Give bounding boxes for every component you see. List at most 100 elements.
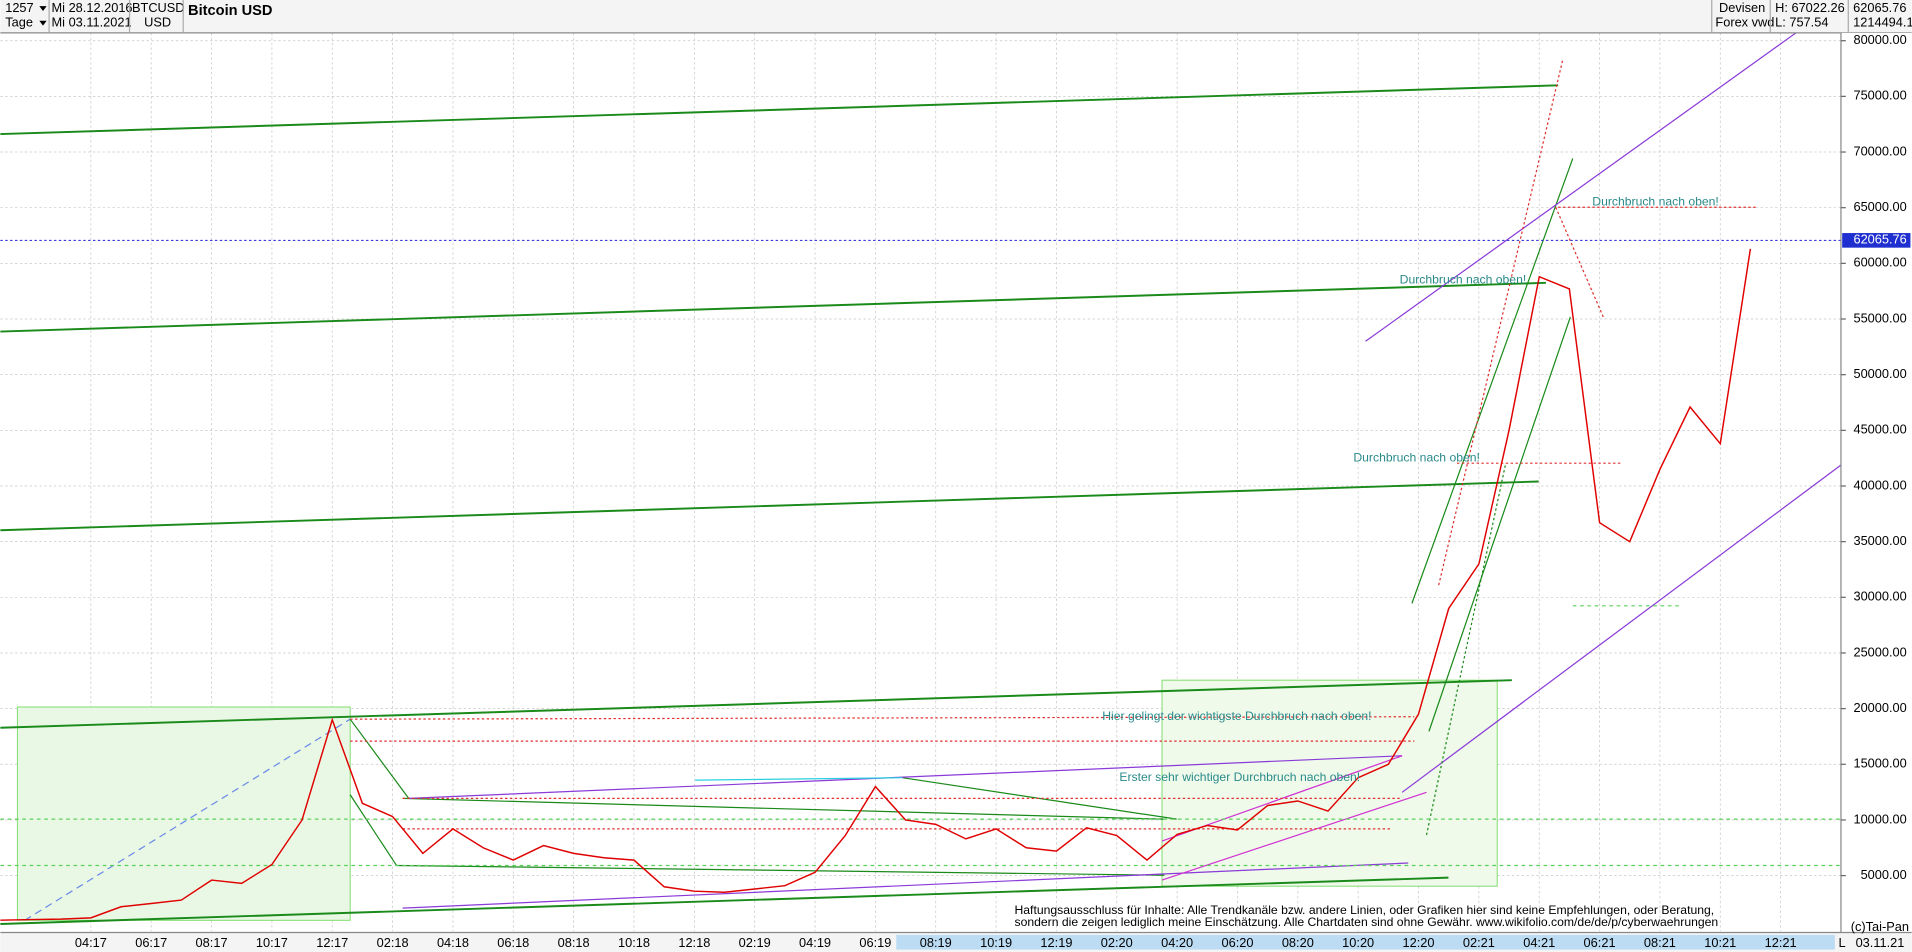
- y-tick-label: 65000.00: [1853, 199, 1906, 214]
- chart-title: Bitcoin USD: [188, 3, 272, 19]
- x-tick-label: 10:21: [1704, 935, 1736, 950]
- copyright: (c)Tai-Pan: [1851, 919, 1909, 934]
- y-tick-label: 30000.00: [1853, 589, 1906, 604]
- annotation: Durchbruch nach oben!: [1400, 273, 1527, 287]
- trend-line: [396, 864, 1165, 876]
- y-tick-label: 75000.00: [1853, 88, 1906, 103]
- date-from: Mi 28.12.2016: [52, 0, 133, 15]
- trend-line: [1438, 58, 1564, 586]
- trend-line: [1401, 462, 1844, 793]
- y-tick-label: 80000.00: [1853, 32, 1906, 47]
- y-tick-label: 15000.00: [1853, 756, 1906, 771]
- trend-line: [1161, 791, 1427, 881]
- trend-line: [902, 777, 1177, 820]
- high: H: 67022.26: [1775, 0, 1845, 15]
- scroll-range[interactable]: [896, 934, 1835, 950]
- market: Devisen: [1719, 0, 1765, 15]
- y-tick-label: 45000.00: [1853, 422, 1906, 437]
- dropdown-arrow[interactable]: [39, 20, 47, 26]
- y-tick-label: 20000.00: [1853, 700, 1906, 715]
- trend-lines: [0, 26, 1844, 925]
- x-tick-label: 02:21: [1463, 935, 1495, 950]
- x-tick-label: 06:21: [1584, 935, 1616, 950]
- trend-line: [0, 84, 1559, 136]
- grid-layer: [0, 32, 1841, 932]
- x-tick-label: 10:17: [256, 935, 288, 950]
- axis-layer: 5000.00 10000.00 15000.00 20000.00 25000.00 3…: [75, 32, 1911, 950]
- last-price-tag: [1842, 233, 1911, 248]
- trend-line: [349, 794, 398, 866]
- x-tick-label: 08:20: [1282, 935, 1314, 950]
- trend-line: [349, 718, 410, 799]
- y-axis-panel: [1840, 32, 1912, 933]
- trend-line: [1428, 316, 1571, 732]
- y-tick-label: 10000.00: [1853, 811, 1906, 826]
- x-tick-label: 12:18: [678, 935, 710, 950]
- period: Tage: [5, 15, 33, 30]
- y-tick-label: 5000.00: [1861, 867, 1907, 882]
- symbol: BTCUSD: [132, 0, 185, 15]
- x-tick-label: 06:18: [497, 935, 529, 950]
- x-tick-label: 02:20: [1101, 935, 1133, 950]
- x-tick-label: 10:19: [980, 935, 1012, 950]
- header-bar: [0, 0, 1912, 33]
- y-tick-label: 60000.00: [1853, 255, 1906, 270]
- trend-line: [0, 281, 1547, 333]
- low: L: 757.54: [1775, 15, 1828, 30]
- trend-line: [408, 755, 1403, 800]
- zone-box: [16, 706, 351, 921]
- end-date: 03.11.21: [1856, 935, 1905, 950]
- zone-box: [1161, 679, 1498, 887]
- volume: 1214494.1: [1853, 15, 1912, 30]
- trend-line: [1555, 206, 1604, 318]
- date-to: Mi 03.11.2021: [52, 15, 132, 30]
- last-price-label: 62065.76: [1853, 232, 1906, 247]
- trend-line: [1365, 26, 1805, 342]
- price-line: [0, 248, 1752, 921]
- trend-line: [402, 862, 1409, 909]
- x-tick-label: 12:21: [1765, 935, 1797, 950]
- trend-line: [402, 797, 1165, 820]
- y-tick-label: 40000.00: [1853, 477, 1906, 492]
- annotation: Durchbruch nach oben!: [1592, 195, 1719, 209]
- x-tick-label: 04:19: [799, 935, 831, 950]
- x-tick-label: 08:19: [920, 935, 952, 950]
- y-tick-label: 25000.00: [1853, 644, 1906, 659]
- disclaimer: sondern die zeigen lediglich meine Einsc…: [1015, 915, 1719, 929]
- y-tick-label: 35000.00: [1853, 533, 1906, 548]
- trend-line: [0, 876, 1449, 925]
- last-price: 62065.76: [1853, 0, 1906, 15]
- x-tick-label: 08:17: [196, 935, 228, 950]
- annotation: Durchbruch nach oben!: [1353, 451, 1480, 465]
- x-tick-label: 12:19: [1040, 935, 1072, 950]
- annotation: Hier gelingt der wichtigste Durchbruch n…: [1102, 709, 1371, 723]
- currency: USD: [144, 15, 171, 30]
- trend-line: [695, 777, 903, 781]
- x-tick-label: 06:19: [859, 935, 891, 950]
- trend-line: [350, 716, 1415, 720]
- x-tick-label: 04:20: [1161, 935, 1193, 950]
- trend-line: [24, 718, 351, 921]
- trend-line: [0, 679, 1512, 729]
- x-tick-label: 04:17: [75, 935, 107, 950]
- count: 1257: [5, 0, 33, 15]
- disclaimer: Haftungsausschluss für Inhalte: Alle Tre…: [1015, 903, 1715, 917]
- x-tick-label: 02:18: [377, 935, 409, 950]
- x-tick-label: 12:20: [1403, 935, 1435, 950]
- annotation: Erster sehr wichtiger Durchbruch nach ob…: [1119, 770, 1360, 784]
- x-tick-label: 10:20: [1342, 935, 1374, 950]
- x-tick-label: 06:20: [1221, 935, 1253, 950]
- y-tick-label: 50000.00: [1853, 366, 1906, 381]
- x-tick-label: 02:19: [739, 935, 771, 950]
- trend-line: [1411, 158, 1574, 604]
- scale-mode[interactable]: L: [1839, 935, 1846, 950]
- x-tick-label: 08:18: [558, 935, 590, 950]
- x-tick-label: 06:17: [135, 935, 167, 950]
- x-tick-label: 12:17: [316, 935, 348, 950]
- dropdown-arrow[interactable]: [39, 6, 47, 11]
- x-tick-label: 04:18: [437, 935, 469, 950]
- source: Forex vwd: [1715, 15, 1774, 30]
- data-layer: [0, 239, 1841, 921]
